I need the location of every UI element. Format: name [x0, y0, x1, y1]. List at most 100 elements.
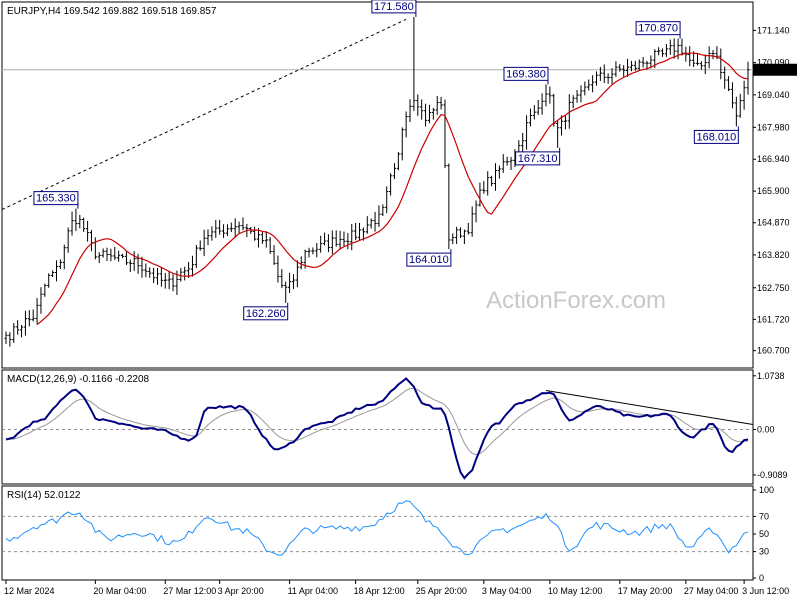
price-bar: [482, 180, 486, 194]
price-bar: [85, 220, 90, 242]
price-bar: [39, 287, 43, 314]
price-bar: [575, 90, 579, 103]
price-trendline: [1, 18, 407, 210]
x-tick-label: 10 May 12:00: [548, 586, 603, 596]
price-bar: [70, 211, 74, 236]
price-bar: [276, 255, 280, 283]
price-bar: [474, 200, 478, 223]
price-level-label: 165.330: [33, 191, 79, 209]
price-bar: [287, 272, 292, 294]
price-bar: [78, 214, 82, 229]
price-bar: [307, 247, 311, 258]
price-bar: [74, 208, 78, 232]
price-bar: [210, 226, 214, 241]
price-bar: [35, 297, 39, 325]
price-bar: [486, 171, 490, 196]
price-bar: [82, 217, 86, 232]
last-price-label: 169.857: [757, 65, 790, 75]
price-bar: [493, 163, 498, 191]
x-tick-label: 3 Apr 20:00: [218, 586, 264, 596]
svg-text:165.330: 165.330: [36, 193, 76, 205]
price-bar: [610, 68, 614, 84]
price-bar: [113, 246, 117, 260]
price-bar: [392, 163, 397, 180]
price-bar: [726, 76, 731, 92]
price-tick-label: 162.750: [757, 283, 790, 293]
price-bar: [664, 44, 669, 57]
price-bar: [688, 46, 692, 67]
price-bar: [420, 99, 424, 120]
price-bar: [614, 61, 618, 77]
price-bar: [680, 38, 684, 56]
price-bar: [171, 274, 175, 292]
price-level-label: 162.260: [243, 302, 289, 321]
price-bar: [439, 96, 443, 110]
price-bar: [369, 218, 373, 229]
price-bar: [198, 240, 202, 251]
price-bar: [501, 154, 505, 173]
price-tick-label: 161.720: [757, 314, 790, 324]
price-tick-label: 160.700: [757, 346, 790, 356]
price-bar: [447, 163, 451, 250]
price-bar: [625, 58, 630, 77]
x-tick-label: 27 Mar 12:00: [163, 586, 216, 596]
price-tick-label: 171.140: [757, 25, 790, 35]
price-bar: [633, 60, 637, 71]
price-level-label: 171.580: [371, 0, 417, 17]
price-bar: [490, 175, 494, 187]
price-bar: [19, 324, 24, 338]
price-bar: [233, 218, 237, 237]
macd-tick-label: 1.0738: [757, 371, 785, 381]
macd-panel: [1, 369, 754, 485]
price-bar: [699, 61, 703, 70]
price-bar: [23, 310, 28, 336]
price-bar: [51, 270, 55, 278]
price-bar: [707, 46, 711, 69]
svg-text:168.010: 168.010: [696, 131, 736, 143]
price-bar: [346, 233, 350, 250]
price-tick-label: 166.940: [757, 154, 790, 164]
price-bar: [742, 80, 746, 110]
price-bar: [214, 219, 218, 238]
price-bar: [524, 115, 529, 150]
price-bar: [509, 156, 513, 171]
price-bar: [124, 251, 129, 266]
price-bar: [58, 259, 62, 270]
price-bar: [388, 173, 393, 196]
price-level-label: 170.870: [635, 21, 681, 39]
price-bar: [563, 114, 568, 130]
x-tick-label: 25 Apr 20:00: [416, 586, 467, 596]
price-level-label: 167.310: [515, 147, 561, 166]
price-bar: [350, 223, 354, 251]
macd-header: MACD(12,26,9) -0.1166 -0.2208: [7, 374, 150, 385]
price-bar: [194, 244, 198, 269]
macd-tick-label: 0.00: [757, 425, 775, 435]
price-bar: [381, 204, 385, 216]
price-bar: [326, 234, 331, 253]
price-bar: [16, 320, 20, 335]
rsi-line: [5, 500, 749, 556]
rsi-tick-label: 100: [759, 485, 774, 495]
svg-text:169.380: 169.380: [506, 68, 546, 80]
svg-text:164.010: 164.010: [409, 254, 449, 266]
price-bar: [466, 222, 470, 235]
price-bar: [404, 111, 408, 138]
price-bar: [544, 84, 548, 107]
price-bar: [241, 217, 245, 231]
x-tick-label: 3 May 04:00: [482, 586, 532, 596]
moving-average-line: [36, 52, 749, 325]
price-bar: [462, 229, 467, 245]
rsi-tick-label: 50: [759, 529, 769, 539]
price-bar: [315, 243, 319, 258]
price-bar: [27, 310, 31, 327]
price-bar: [152, 267, 156, 284]
price-bar: [12, 323, 16, 343]
price-bar: [412, 16, 416, 111]
price-bar: [237, 221, 241, 234]
price-bar: [571, 95, 575, 109]
price-bar: [268, 237, 272, 254]
x-tick-label: 27 May 04:00: [684, 586, 739, 596]
price-bar: [470, 206, 474, 237]
price-bar: [43, 283, 47, 297]
price-bar: [618, 64, 622, 72]
